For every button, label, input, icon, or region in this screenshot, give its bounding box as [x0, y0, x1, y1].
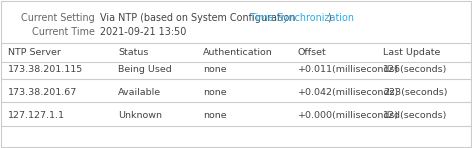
- Text: Offset: Offset: [298, 48, 327, 57]
- Text: none: none: [203, 65, 227, 74]
- Text: Unknown: Unknown: [118, 111, 162, 120]
- Text: +0.000(milliseconds): +0.000(milliseconds): [298, 111, 399, 120]
- Text: none: none: [203, 111, 227, 120]
- Text: Via NTP (based on System Configuration: Via NTP (based on System Configuration: [100, 13, 298, 23]
- Text: none: none: [203, 88, 227, 97]
- Text: Available: Available: [118, 88, 161, 97]
- Text: Being Used: Being Used: [118, 65, 172, 74]
- Text: 223(seconds): 223(seconds): [383, 88, 447, 97]
- Text: +0.011(milliseconds): +0.011(milliseconds): [298, 65, 399, 74]
- Text: NTP Server: NTP Server: [8, 48, 61, 57]
- Text: Last Update: Last Update: [383, 48, 440, 57]
- Text: 126(seconds): 126(seconds): [383, 65, 447, 74]
- Text: Current Time: Current Time: [32, 27, 95, 37]
- Text: 173.38.201.115: 173.38.201.115: [8, 65, 83, 74]
- Text: 12d(seconds): 12d(seconds): [383, 111, 447, 120]
- Text: 127.127.1.1: 127.127.1.1: [8, 111, 65, 120]
- Text: 173.38.201.67: 173.38.201.67: [8, 88, 77, 97]
- Text: Current Setting: Current Setting: [21, 13, 95, 23]
- Text: Time Synchronization: Time Synchronization: [250, 13, 354, 23]
- Text: Authentication: Authentication: [203, 48, 273, 57]
- Text: +0.042(milliseconds): +0.042(milliseconds): [298, 88, 399, 97]
- Text: ): ): [327, 13, 331, 23]
- Text: Status: Status: [118, 48, 148, 57]
- Text: 2021-09-21 13:50: 2021-09-21 13:50: [100, 27, 186, 37]
